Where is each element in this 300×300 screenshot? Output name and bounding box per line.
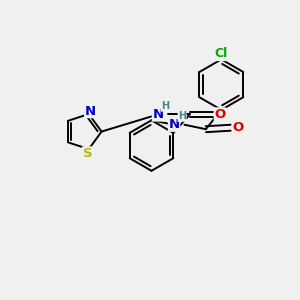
Text: Cl: Cl bbox=[215, 47, 228, 61]
Text: O: O bbox=[214, 108, 226, 121]
Text: N: N bbox=[85, 105, 96, 118]
Text: H: H bbox=[178, 111, 186, 122]
Text: S: S bbox=[82, 147, 92, 160]
Text: N: N bbox=[152, 108, 164, 121]
Text: N: N bbox=[169, 118, 180, 131]
Text: O: O bbox=[232, 121, 243, 134]
Text: H: H bbox=[161, 101, 169, 111]
